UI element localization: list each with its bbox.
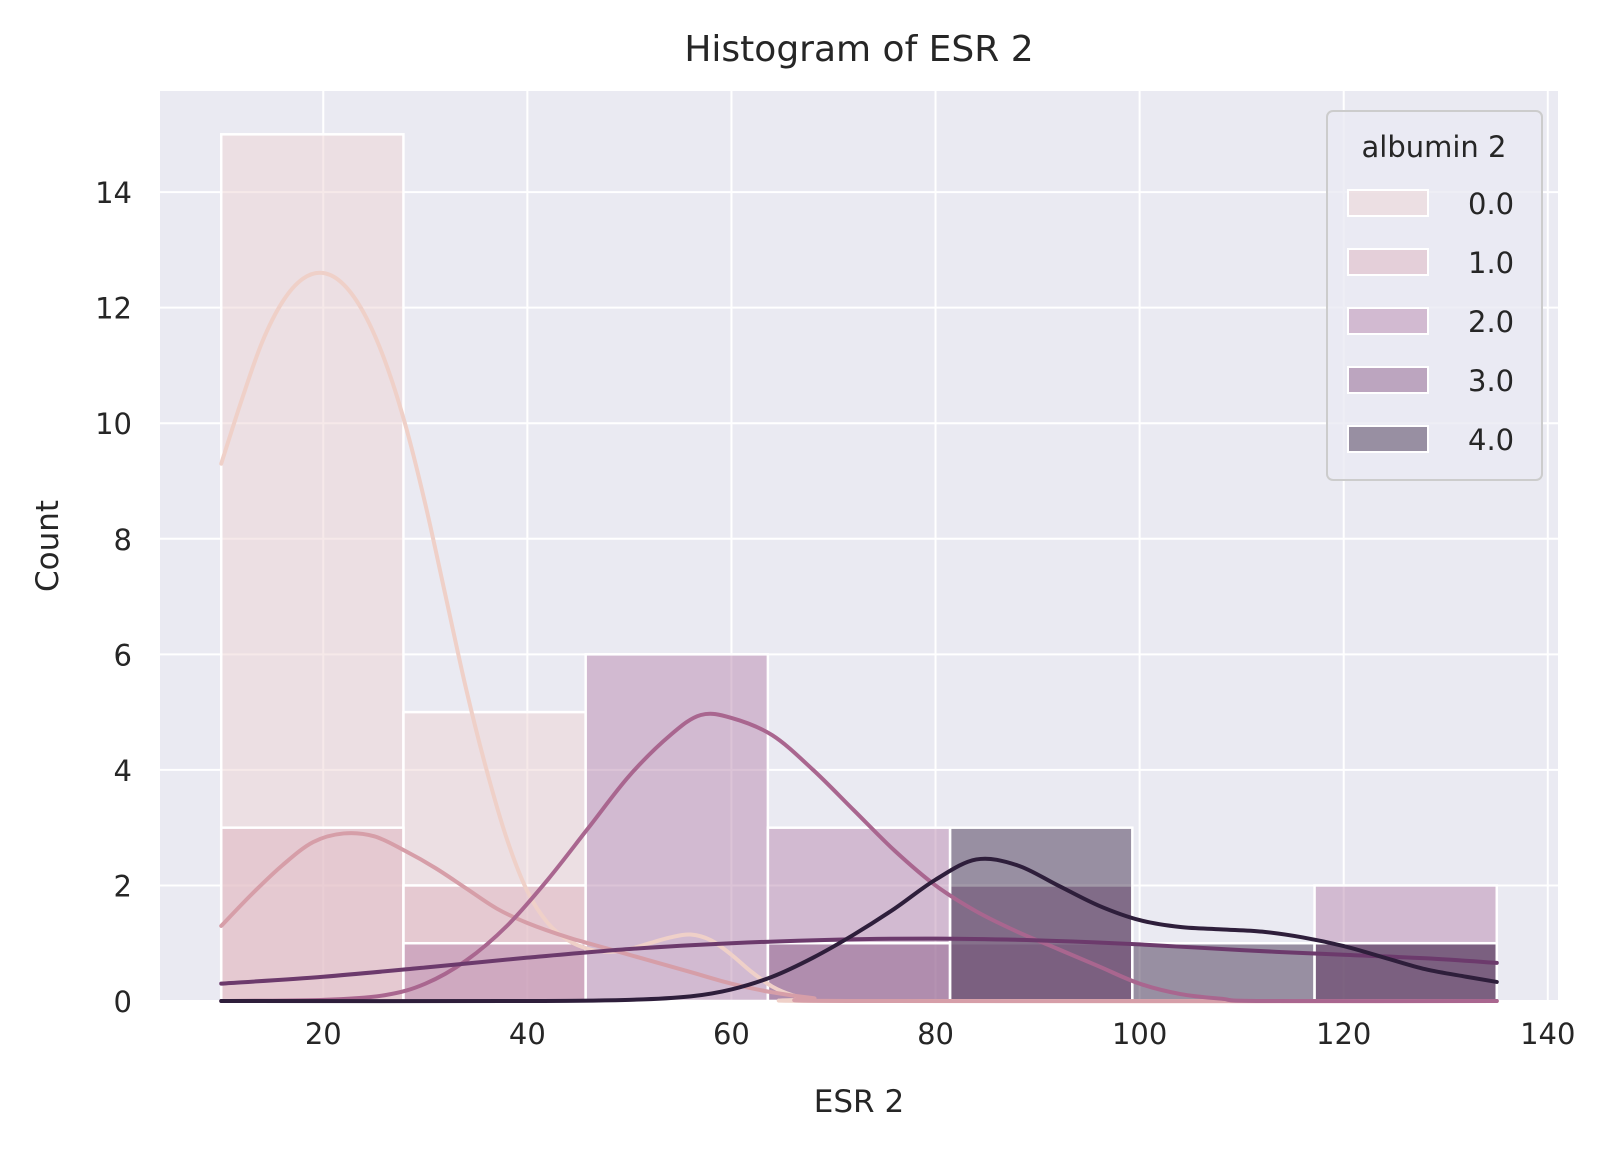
y-tick-label: 2 [114,869,132,903]
legend-swatch-1.0 [1347,248,1429,276]
kde-curve-albumin-3.0 [219,936,1499,986]
y-tick-labels: 0 2 4 6 8 10 12 14 [95,176,132,1019]
legend-swatch-4.0 [1347,425,1429,453]
legend-label-4.0: 4.0 [1468,423,1514,457]
y-tick-label: 10 [95,407,132,441]
legend-label-3.0: 3.0 [1468,364,1514,398]
y-axis-label: Count [30,500,66,592]
legend-label-2.0: 2.0 [1468,305,1514,339]
y-tick-label: 4 [114,754,132,788]
kde-curve-albumin-4.0 [219,856,1499,1004]
x-tick-label: 140 [1520,1017,1575,1051]
bar-albumin-2.0-bin-1 [402,941,587,1003]
bar-albumin-3.0-bin-3 [766,941,952,1003]
x-tick-label: 40 [509,1017,546,1051]
bar-albumin-1.0-bin-0 [219,826,405,1003]
y-tick-label: 8 [114,523,132,557]
legend-swatch-2.0 [1347,307,1429,335]
y-tick-label: 6 [114,638,132,672]
x-tick-label: 60 [713,1017,750,1051]
x-tick-label: 100 [1112,1017,1167,1051]
x-axis-label: ESR 2 [814,1084,904,1120]
bar-albumin-4.0-bin-6 [1313,941,1499,1003]
x-tick-label: 80 [917,1017,954,1051]
kde-curves [219,270,1499,1004]
legend-label-0.0: 0.0 [1468,187,1514,221]
chart-title: Histogram of ESR 2 [684,29,1033,70]
kde-curve-albumin-1.0 [219,831,1499,1004]
x-tick-labels: 20 40 60 80 100 120 140 [305,1017,1576,1051]
x-tick-label: 120 [1316,1017,1371,1051]
y-tick-label: 12 [95,292,132,326]
y-tick-label: 14 [95,176,132,210]
y-tick-label: 0 [114,985,132,1019]
legend: albumin 2 0.0 1.0 2.0 3.0 4.0 [1326,110,1543,481]
x-tick-label: 20 [305,1017,342,1051]
legend-swatch-0.0 [1347,189,1429,217]
legend-swatch-3.0 [1347,366,1429,394]
histogram-bars [219,133,1499,1003]
legend-label-1.0: 1.0 [1468,246,1514,280]
legend-items: 0.0 1.0 2.0 3.0 4.0 [1347,187,1514,457]
legend-title: albumin 2 [1362,130,1507,164]
kde-curve-albumin-2.0 [219,711,1499,1004]
